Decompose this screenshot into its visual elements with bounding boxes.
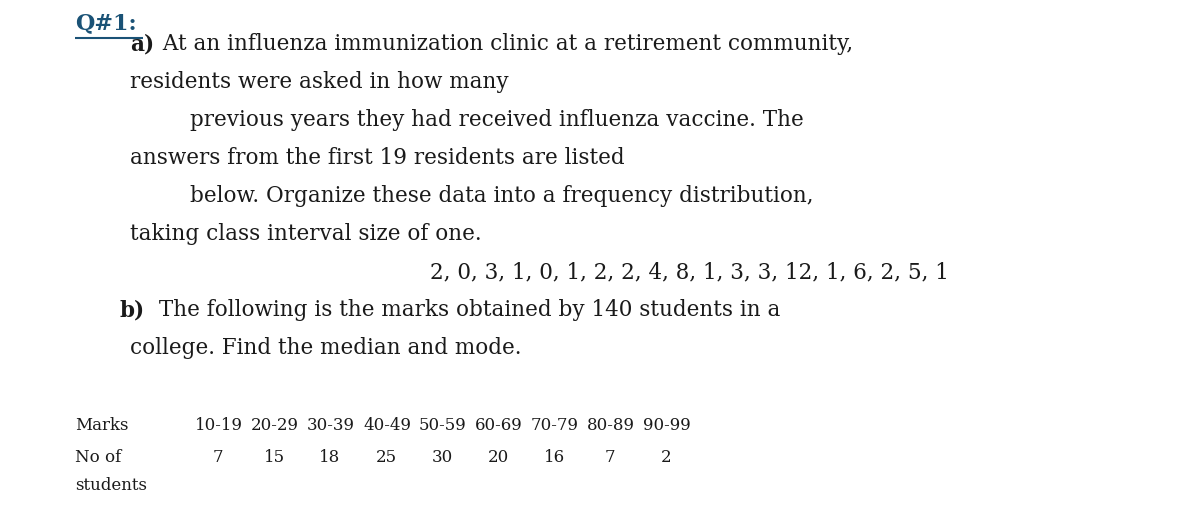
Text: Marks: Marks [74,417,128,434]
Text: 30: 30 [431,449,452,466]
Text: a): a) [130,33,154,55]
Text: 2, 0, 3, 1, 0, 1, 2, 2, 4, 8, 1, 3, 3, 12, 1, 6, 2, 5, 1: 2, 0, 3, 1, 0, 1, 2, 2, 4, 8, 1, 3, 3, 1… [430,261,949,283]
Text: 2: 2 [661,449,671,466]
Text: 16: 16 [544,449,564,466]
Text: 60-69: 60-69 [475,417,523,434]
Text: 25: 25 [376,449,396,466]
Text: answers from the first 19 residents are listed: answers from the first 19 residents are … [130,147,625,169]
Text: college. Find the median and mode.: college. Find the median and mode. [130,337,522,359]
Text: 70-79: 70-79 [530,417,580,434]
Text: 30-39: 30-39 [307,417,355,434]
Text: Q#1:: Q#1: [74,12,137,34]
Text: 80-89: 80-89 [587,417,635,434]
Text: 15: 15 [264,449,284,466]
Text: 20-29: 20-29 [251,417,299,434]
Text: 20: 20 [487,449,509,466]
Text: below. Organize these data into a frequency distribution,: below. Organize these data into a freque… [190,185,814,207]
Text: No of: No of [74,449,121,466]
Text: 10-19: 10-19 [194,417,242,434]
Text: previous years they had received influenza vaccine. The: previous years they had received influen… [190,109,804,131]
Text: 7: 7 [605,449,616,466]
Text: taking class interval size of one.: taking class interval size of one. [130,223,481,245]
Text: At an influenza immunization clinic at a retirement community,: At an influenza immunization clinic at a… [156,33,853,55]
Text: 18: 18 [319,449,341,466]
Text: 90-99: 90-99 [643,417,691,434]
Text: 50-59: 50-59 [419,417,467,434]
Text: students: students [74,477,148,494]
Text: b): b) [120,299,145,321]
Text: The following is the marks obtained by 140 students in a: The following is the marks obtained by 1… [152,299,780,321]
Text: 7: 7 [212,449,223,466]
Text: residents were asked in how many: residents were asked in how many [130,71,509,93]
Text: 40-49: 40-49 [364,417,410,434]
